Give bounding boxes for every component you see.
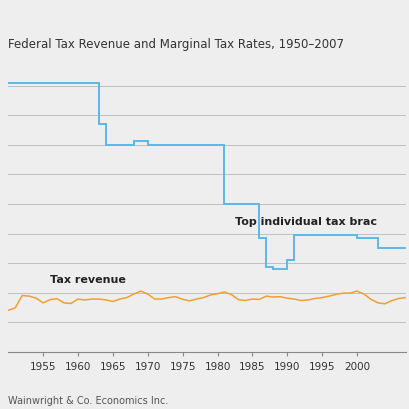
Text: Top individual tax brac: Top individual tax brac — [234, 217, 376, 227]
Text: Federal Tax Revenue and Marginal Tax Rates, 1950–2007: Federal Tax Revenue and Marginal Tax Rat… — [8, 38, 344, 51]
Text: Wainwright & Co. Economics Inc.: Wainwright & Co. Economics Inc. — [8, 395, 168, 405]
Text: Tax revenue: Tax revenue — [50, 274, 126, 285]
